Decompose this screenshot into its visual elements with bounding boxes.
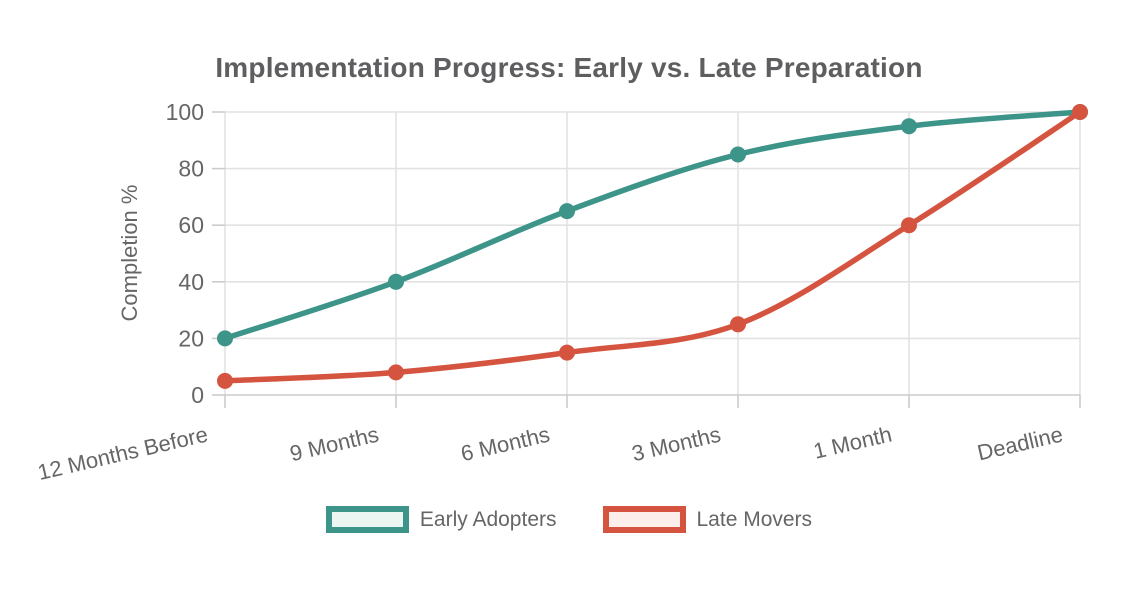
data-point-late-movers — [559, 344, 575, 361]
legend-label-late-movers: Late Movers — [696, 507, 813, 531]
y-axis-label: Completion % — [117, 185, 142, 322]
legend-swatch-early-adopters-icon — [325, 506, 409, 533]
x-tick-label: 6 Months — [458, 422, 552, 467]
data-point-late-movers — [388, 364, 404, 381]
legend-label-early-adopters: Early Adopters — [419, 507, 557, 531]
data-point-early-adopters — [388, 273, 404, 290]
y-tick-label: 60 — [178, 212, 204, 238]
chart-title: Implementation Progress: Early vs. Late … — [215, 52, 923, 83]
data-point-early-adopters — [559, 203, 575, 220]
x-tick-label: 12 Months Before — [35, 422, 210, 485]
y-tick-label: 100 — [166, 99, 204, 125]
legend-swatch-late-movers-icon — [602, 506, 686, 533]
data-point-late-movers — [1072, 104, 1088, 120]
data-point-early-adopters — [217, 330, 233, 347]
x-tick-label: 3 Months — [629, 422, 723, 467]
y-tick-label: 40 — [178, 269, 204, 295]
data-point-late-movers — [730, 316, 746, 333]
data-point-early-adopters — [730, 146, 746, 163]
series-line-early-adopters — [222, 109, 1083, 342]
chart-legend: Early Adopters Late Movers — [0, 506, 1138, 533]
series-line-late-movers — [222, 109, 1083, 384]
data-point-late-movers — [901, 217, 917, 234]
y-tick-label: 0 — [191, 382, 204, 408]
y-tick-label: 80 — [178, 156, 204, 182]
x-tick-label: 1 Month — [811, 422, 894, 464]
legend-item-late-movers[interactable]: Late Movers — [602, 506, 813, 533]
line-plot-area: 12 Months Before 9 Months 6 Months 3 Months… — [35, 99, 1088, 485]
x-tick-label: Deadline — [975, 422, 1065, 466]
data-point-early-adopters — [901, 118, 917, 135]
legend-item-early-adopters[interactable]: Early Adopters — [325, 506, 557, 533]
data-point-late-movers — [217, 372, 233, 389]
y-tick-label: 20 — [178, 325, 204, 351]
x-tick-label: 9 Months — [287, 422, 381, 467]
